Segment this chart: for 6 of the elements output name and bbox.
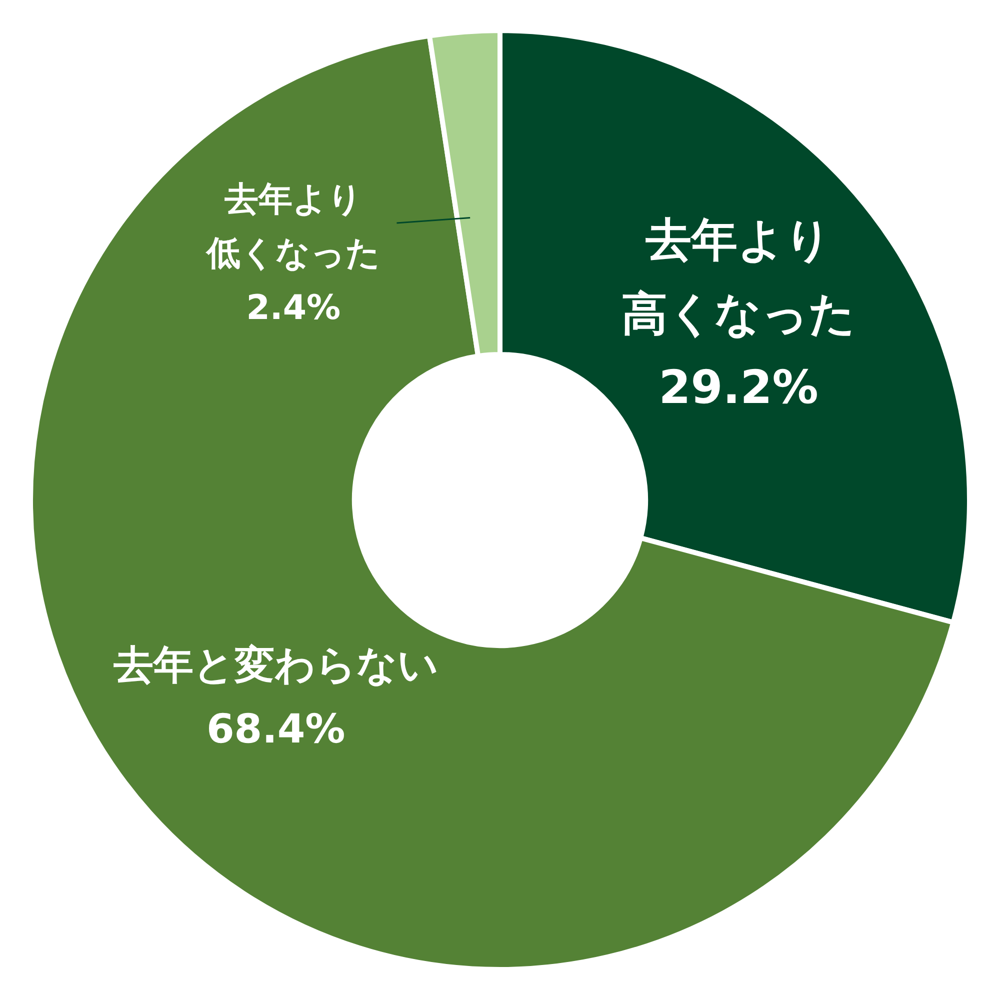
data-label: 68.4% bbox=[206, 706, 346, 753]
slice-label: 去年と変わらない bbox=[112, 642, 438, 689]
data-label: 29.2% bbox=[658, 360, 818, 414]
data-label: 2.4% bbox=[246, 288, 341, 328]
slice-label: 去年より低くなった bbox=[204, 179, 380, 274]
slice-label: 去年より高くなった bbox=[622, 212, 856, 340]
